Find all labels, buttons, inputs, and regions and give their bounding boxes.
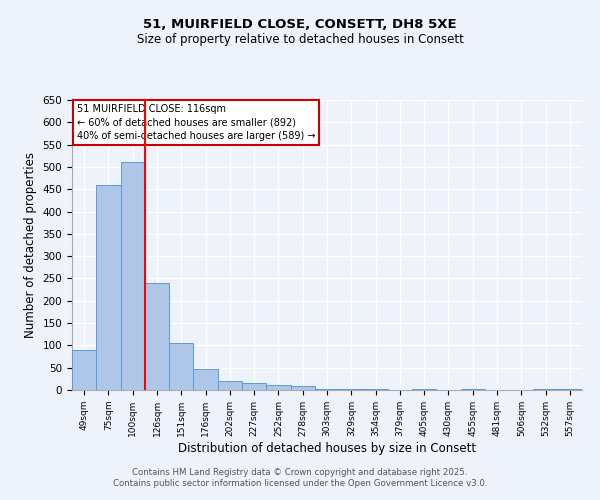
Bar (412, 388, 436, 390)
Bar (72, 350, 96, 390)
Text: Size of property relative to detached houses in Consett: Size of property relative to detached ho… (137, 32, 463, 46)
Bar (96, 185, 121, 390)
Bar (121, 162, 145, 390)
Bar (364, 388, 388, 390)
Text: 51 MUIRFIELD CLOSE: 116sqm
← 60% of detached houses are smaller (892)
40% of sem: 51 MUIRFIELD CLOSE: 116sqm ← 60% of deta… (77, 104, 316, 141)
Y-axis label: Number of detached properties: Number of detached properties (24, 152, 37, 338)
Text: Contains HM Land Registry data © Crown copyright and database right 2025.
Contai: Contains HM Land Registry data © Crown c… (113, 468, 487, 487)
Bar (315, 388, 339, 390)
X-axis label: Distribution of detached houses by size in Consett: Distribution of detached houses by size … (178, 442, 476, 454)
Bar (290, 386, 315, 390)
Bar (242, 384, 266, 390)
Bar (461, 388, 485, 390)
Bar (145, 283, 169, 390)
Text: 51, MUIRFIELD CLOSE, CONSETT, DH8 5XE: 51, MUIRFIELD CLOSE, CONSETT, DH8 5XE (143, 18, 457, 30)
Bar (193, 368, 218, 390)
Bar (266, 384, 290, 390)
Bar (533, 388, 558, 390)
Bar (169, 343, 193, 390)
Bar (218, 381, 242, 390)
Bar (558, 388, 582, 390)
Bar (339, 388, 364, 390)
